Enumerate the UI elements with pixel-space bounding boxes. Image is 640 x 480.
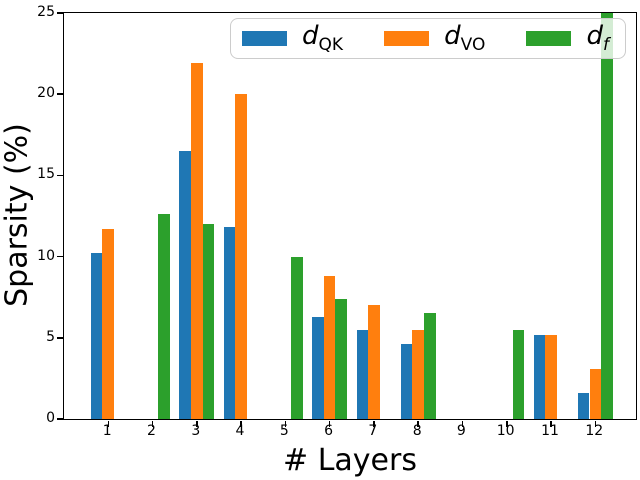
bar-d_f-layer-8 xyxy=(424,313,436,419)
y-tick-label: 15 xyxy=(37,166,55,183)
y-tick-mark xyxy=(56,337,63,339)
x-tick-mark xyxy=(284,420,287,427)
x-axis-label: # Layers xyxy=(283,443,417,478)
x-tick-mark xyxy=(328,420,331,427)
bar-d_QK-layer-1 xyxy=(90,253,103,419)
bar-d_f-layer-5 xyxy=(291,256,303,419)
x-tick-mark xyxy=(373,420,375,427)
x-tick-mark xyxy=(196,420,198,427)
y-tick-label: 5 xyxy=(46,328,55,345)
legend: dQK dVO df xyxy=(230,18,626,59)
y-tick-mark xyxy=(56,93,63,95)
bar-d_VO-layer-7 xyxy=(368,305,380,419)
legend-label-dvo: dVO xyxy=(444,21,486,55)
legend-swatch-df xyxy=(526,31,572,46)
x-tick-label: 12 xyxy=(585,423,604,439)
bar-d_f-layer-12 xyxy=(601,13,613,419)
bar-d_QK-layer-4 xyxy=(223,227,236,419)
x-tick-mark xyxy=(107,420,109,427)
x-tick-mark xyxy=(151,420,154,427)
legend-entry-dqk: dQK xyxy=(242,23,343,54)
bar-d_VO-layer-1 xyxy=(102,229,114,419)
bar-d_QK-layer-12 xyxy=(577,393,590,419)
legend-swatch-dvo xyxy=(384,31,430,46)
y-tick-label: 10 xyxy=(37,247,55,264)
y-tick-label: 0 xyxy=(46,410,55,426)
x-tick-label: 6 xyxy=(324,423,334,439)
x-tick-label: 11 xyxy=(541,423,559,439)
bar-d_VO-layer-4 xyxy=(235,94,247,419)
y-tick-mark xyxy=(56,418,63,420)
bar-d_f-layer-2 xyxy=(158,214,170,419)
x-tick-label: 8 xyxy=(412,423,422,439)
bar-d_VO-layer-3 xyxy=(191,63,203,419)
y-tick-label: 20 xyxy=(37,85,55,102)
x-tick-label: 3 xyxy=(191,423,201,439)
bar-d_VO-layer-12 xyxy=(589,368,602,419)
x-tick-mark xyxy=(417,420,419,427)
bar-d_VO-layer-6 xyxy=(323,276,336,419)
bar-d_QK-layer-3 xyxy=(179,151,191,419)
bar-d_QK-layer-7 xyxy=(356,329,369,419)
y-tick-mark xyxy=(56,12,63,14)
x-tick-mark xyxy=(240,420,242,427)
legend-entry-dvo: dVO xyxy=(384,23,485,54)
x-tick-label: 1 xyxy=(102,423,112,439)
y-tick-label: 25 xyxy=(37,4,55,20)
y-axis-label: Sparsity (%) xyxy=(0,123,35,307)
bar-d_f-layer-10 xyxy=(512,329,525,419)
x-tick-label: 2 xyxy=(147,423,156,439)
legend-swatch-dqk xyxy=(242,31,287,46)
bar-d_f-layer-6 xyxy=(335,298,347,419)
legend-label-df: df xyxy=(586,21,609,55)
x-tick-mark xyxy=(506,420,508,427)
x-tick-label: 7 xyxy=(368,423,378,439)
y-tick-mark xyxy=(56,255,63,258)
bars-layer xyxy=(64,13,636,419)
x-tick-label: 9 xyxy=(456,423,466,439)
x-tick-mark xyxy=(594,420,596,427)
x-tick-label: 5 xyxy=(279,423,289,439)
x-tick-label: 10 xyxy=(496,423,515,439)
legend-entry-df: df xyxy=(526,23,609,54)
bar-d_f-layer-3 xyxy=(202,224,215,419)
plot-area xyxy=(56,12,637,427)
bar-d_QK-layer-8 xyxy=(400,344,413,419)
x-tick-mark xyxy=(550,420,552,427)
bar-d_QK-layer-11 xyxy=(533,334,546,419)
bar-d_VO-layer-8 xyxy=(412,329,424,419)
legend-label-dqk: dQK xyxy=(302,21,344,55)
bar-d_QK-layer-6 xyxy=(312,316,324,419)
x-tick-label: 4 xyxy=(235,423,245,439)
bar-d_VO-layer-11 xyxy=(545,334,557,419)
x-tick-mark xyxy=(461,420,464,427)
y-tick-mark xyxy=(56,174,63,177)
